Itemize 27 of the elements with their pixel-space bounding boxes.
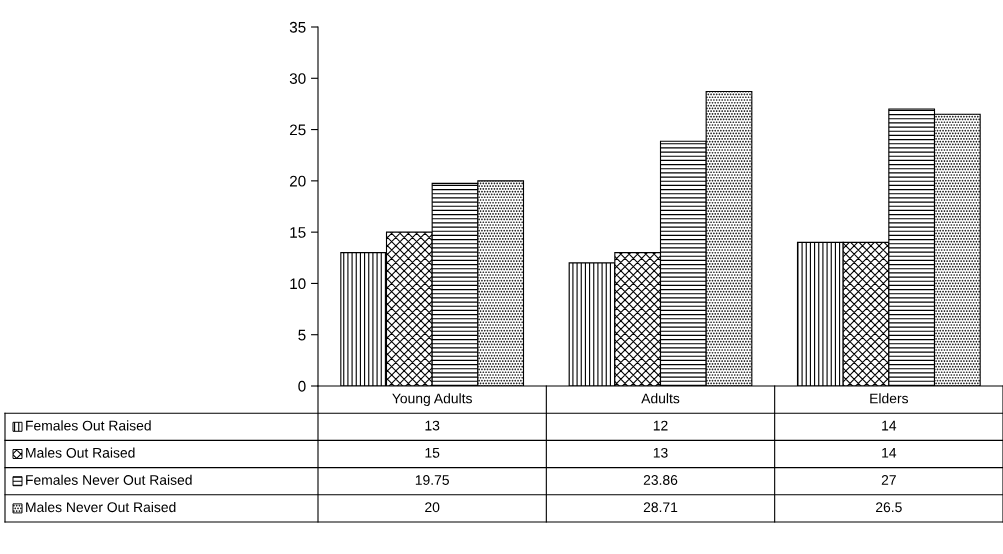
data-label: 28.71	[643, 502, 678, 513]
data-label: 14	[882, 420, 897, 431]
x-tick-label: Young Adults	[392, 393, 472, 407]
legend-label: Females Never Out Raised	[26, 474, 192, 485]
data-label: 15	[425, 448, 440, 458]
y-tick-label: 5	[298, 329, 306, 341]
data-label: 26.5	[876, 502, 902, 513]
data-label: 12	[653, 420, 668, 431]
data-label: 19.75	[415, 475, 449, 485]
legend-label: Males Out Raised	[26, 447, 135, 458]
data-label: 13	[653, 447, 668, 458]
y-tick-label: 10	[290, 278, 306, 290]
y-tick-label: 20	[289, 175, 306, 187]
y-tick-label: 30	[289, 73, 306, 84]
data-label: 23.86	[643, 475, 678, 485]
y-tick-label: 0	[298, 380, 306, 392]
y-tick-label: 35	[289, 21, 306, 33]
x-tick-label: Adults	[641, 393, 680, 404]
x-tick-label: Elders	[870, 393, 909, 404]
y-tick-label: 25	[289, 124, 306, 136]
data-label: 14	[882, 448, 897, 458]
y-tick-label: 15	[290, 227, 306, 238]
legend-label: Females Out Raised	[26, 420, 151, 431]
data-label: 27	[881, 475, 896, 485]
data-label: 20	[425, 502, 440, 513]
data-label: 13	[425, 420, 440, 431]
legend-label: Males Never Out Raised	[26, 501, 176, 513]
